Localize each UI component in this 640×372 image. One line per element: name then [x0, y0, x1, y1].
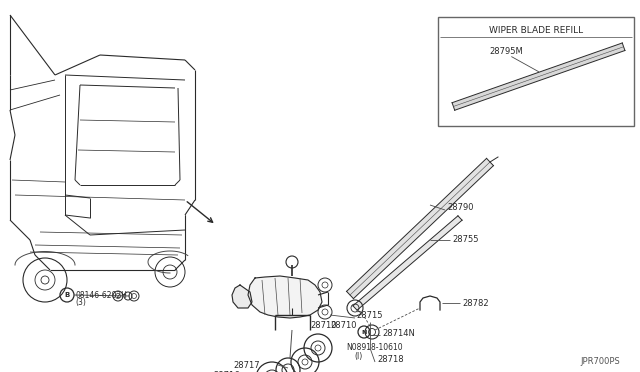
Text: 28710: 28710 [330, 321, 356, 330]
Text: 08146-6202H: 08146-6202H [75, 291, 127, 299]
Text: 28790: 28790 [447, 203, 474, 212]
Text: 28715: 28715 [356, 311, 383, 321]
Text: B: B [65, 292, 70, 298]
Text: N: N [362, 330, 367, 334]
Polygon shape [346, 158, 493, 299]
Text: (3): (3) [75, 298, 86, 308]
Polygon shape [232, 285, 252, 308]
Text: 28710: 28710 [310, 321, 337, 330]
Text: (I): (I) [354, 353, 362, 362]
Text: N08918-10610: N08918-10610 [346, 343, 403, 353]
Text: 28717: 28717 [234, 360, 260, 369]
Bar [438, 17, 634, 126]
Polygon shape [248, 276, 322, 318]
Text: 28795M: 28795M [490, 47, 524, 56]
Text: 28718: 28718 [377, 356, 404, 365]
Text: 28716: 28716 [213, 371, 240, 372]
Polygon shape [353, 216, 462, 310]
Text: 28714N: 28714N [382, 328, 415, 337]
Text: 28782: 28782 [462, 298, 488, 308]
Polygon shape [452, 43, 625, 110]
Text: 28755: 28755 [452, 235, 479, 244]
Text: WIPER BLADE REFILL: WIPER BLADE REFILL [489, 26, 583, 35]
Text: JPR700PS: JPR700PS [580, 357, 620, 366]
